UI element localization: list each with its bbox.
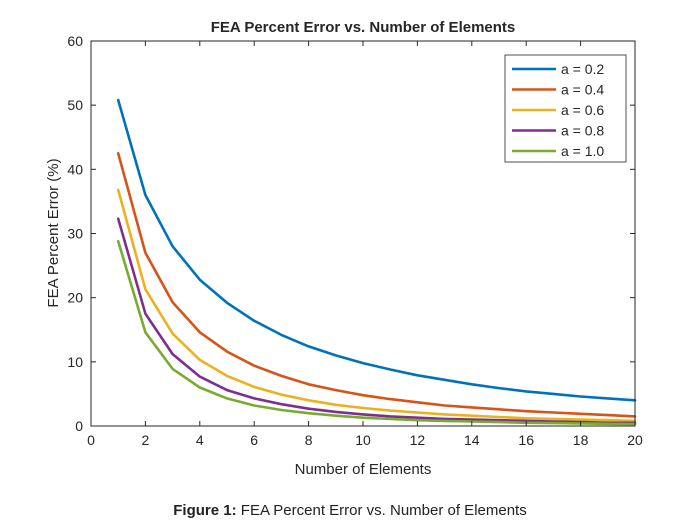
legend-label-5: a = 1.0 <box>561 143 604 159</box>
x-tick-label: 8 <box>305 432 313 448</box>
x-tick-label: 20 <box>627 432 643 448</box>
x-tick-label: 18 <box>573 432 589 448</box>
x-tick-label: 12 <box>410 432 426 448</box>
y-tick-label: 20 <box>67 290 83 306</box>
series-line-4 <box>116 217 637 425</box>
chart-title: FEA Percent Error vs. Number of Elements <box>211 19 516 36</box>
series-line-2 <box>116 152 637 418</box>
y-tick-label: 60 <box>67 33 83 49</box>
y-tick-label: 50 <box>67 97 83 113</box>
x-tick-label: 2 <box>142 432 150 448</box>
x-tick-label: 16 <box>518 432 534 448</box>
x-axis-label: Number of Elements <box>295 461 432 478</box>
figure-caption: Figure 1: FEA Percent Error vs. Number o… <box>0 502 700 519</box>
x-tick-label: 10 <box>355 432 371 448</box>
legend-label-4: a = 0.8 <box>561 123 604 139</box>
y-tick-label: 40 <box>67 161 83 177</box>
series-line-5 <box>116 239 637 426</box>
legend-label-3: a = 0.6 <box>561 102 604 118</box>
series-line-1 <box>116 98 637 402</box>
legend-box <box>504 54 627 163</box>
x-tick-label: 14 <box>464 432 480 448</box>
y-tick-label: 10 <box>67 354 83 370</box>
x-tick-label: 6 <box>250 432 258 448</box>
caption-text: FEA Percent Error vs. Number of Elements <box>240 502 527 519</box>
y-tick-label: 30 <box>67 226 83 242</box>
caption-label: Figure 1: <box>173 502 237 519</box>
series-line-3 <box>116 188 637 423</box>
series-layer <box>116 98 637 426</box>
line-chart: FEA Percent Error vs. Number of Elements… <box>45 19 643 478</box>
legend-label-2: a = 0.4 <box>561 82 604 98</box>
ticks-layer: 0 2 4 6 8 10 12 14 16 18 20 0 10 20 30 40 50 60 <box>67 33 643 448</box>
x-tick-label: 0 <box>87 432 95 448</box>
legend: a = 0.2 a = 0.4 a = 0.6 a = 0.8 a = 1.0 <box>504 54 627 163</box>
y-axis-label: FEA Percent Error (%) <box>45 158 62 307</box>
legend-label-1: a = 0.2 <box>561 61 604 77</box>
y-tick-label: 0 <box>75 418 83 434</box>
x-tick-label: 4 <box>196 432 204 448</box>
